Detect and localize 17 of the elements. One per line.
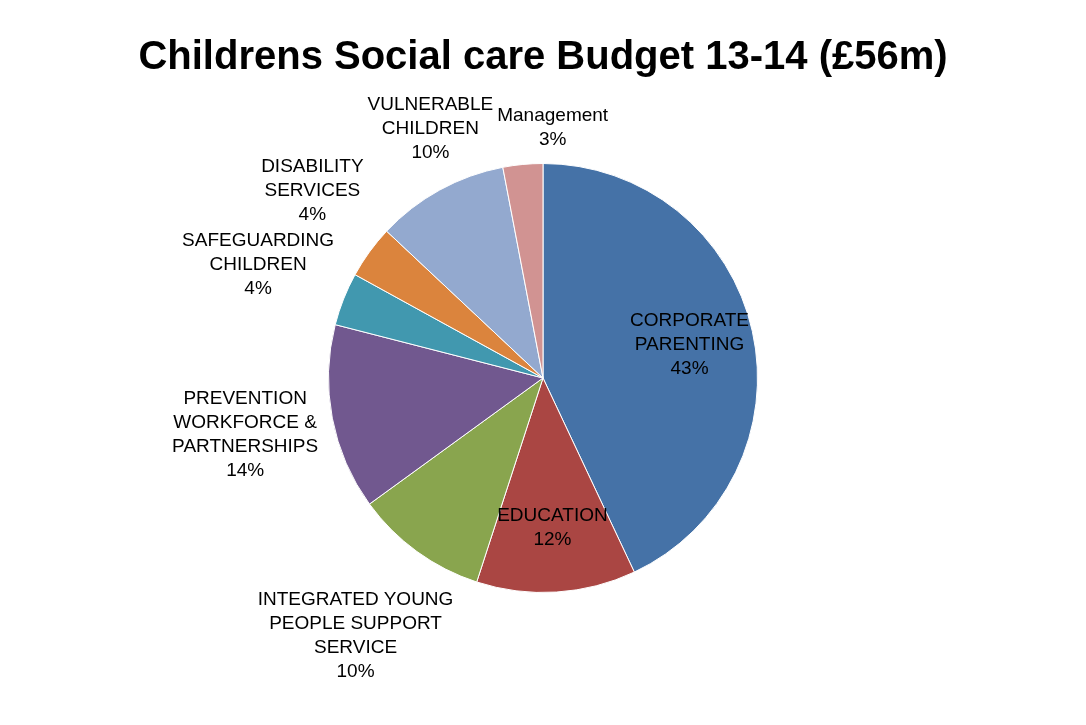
data-label: 3% [538,127,567,149]
data-label: 4% [244,277,272,299]
slice-label: SAFEGUARDING CHILDREN [182,229,335,275]
slice-label: CORPORATE PARENTING [630,309,749,355]
slice-label: INTEGRATED YOUNG PEOPLE SUPPORT SERVICE [257,588,454,658]
slice-label: Management [497,103,609,125]
data-label: 10% [411,141,450,163]
slice-label: VULNERABLE CHILDREN [367,93,494,139]
slice-label: DISABILITY SERVICES [261,155,364,201]
slice-label: PREVENTION WORKFORCE & PARTNERSHIPS [172,387,319,457]
data-label: 12% [533,528,572,550]
data-label: 43% [670,357,709,379]
chart-title: Childrens Social care Budget 13-14 (£56m) [138,33,948,78]
data-label: 14% [226,459,265,481]
data-label: 10% [336,660,375,682]
data-label: 4% [298,203,327,225]
slice-label: EDUCATION [497,504,608,526]
